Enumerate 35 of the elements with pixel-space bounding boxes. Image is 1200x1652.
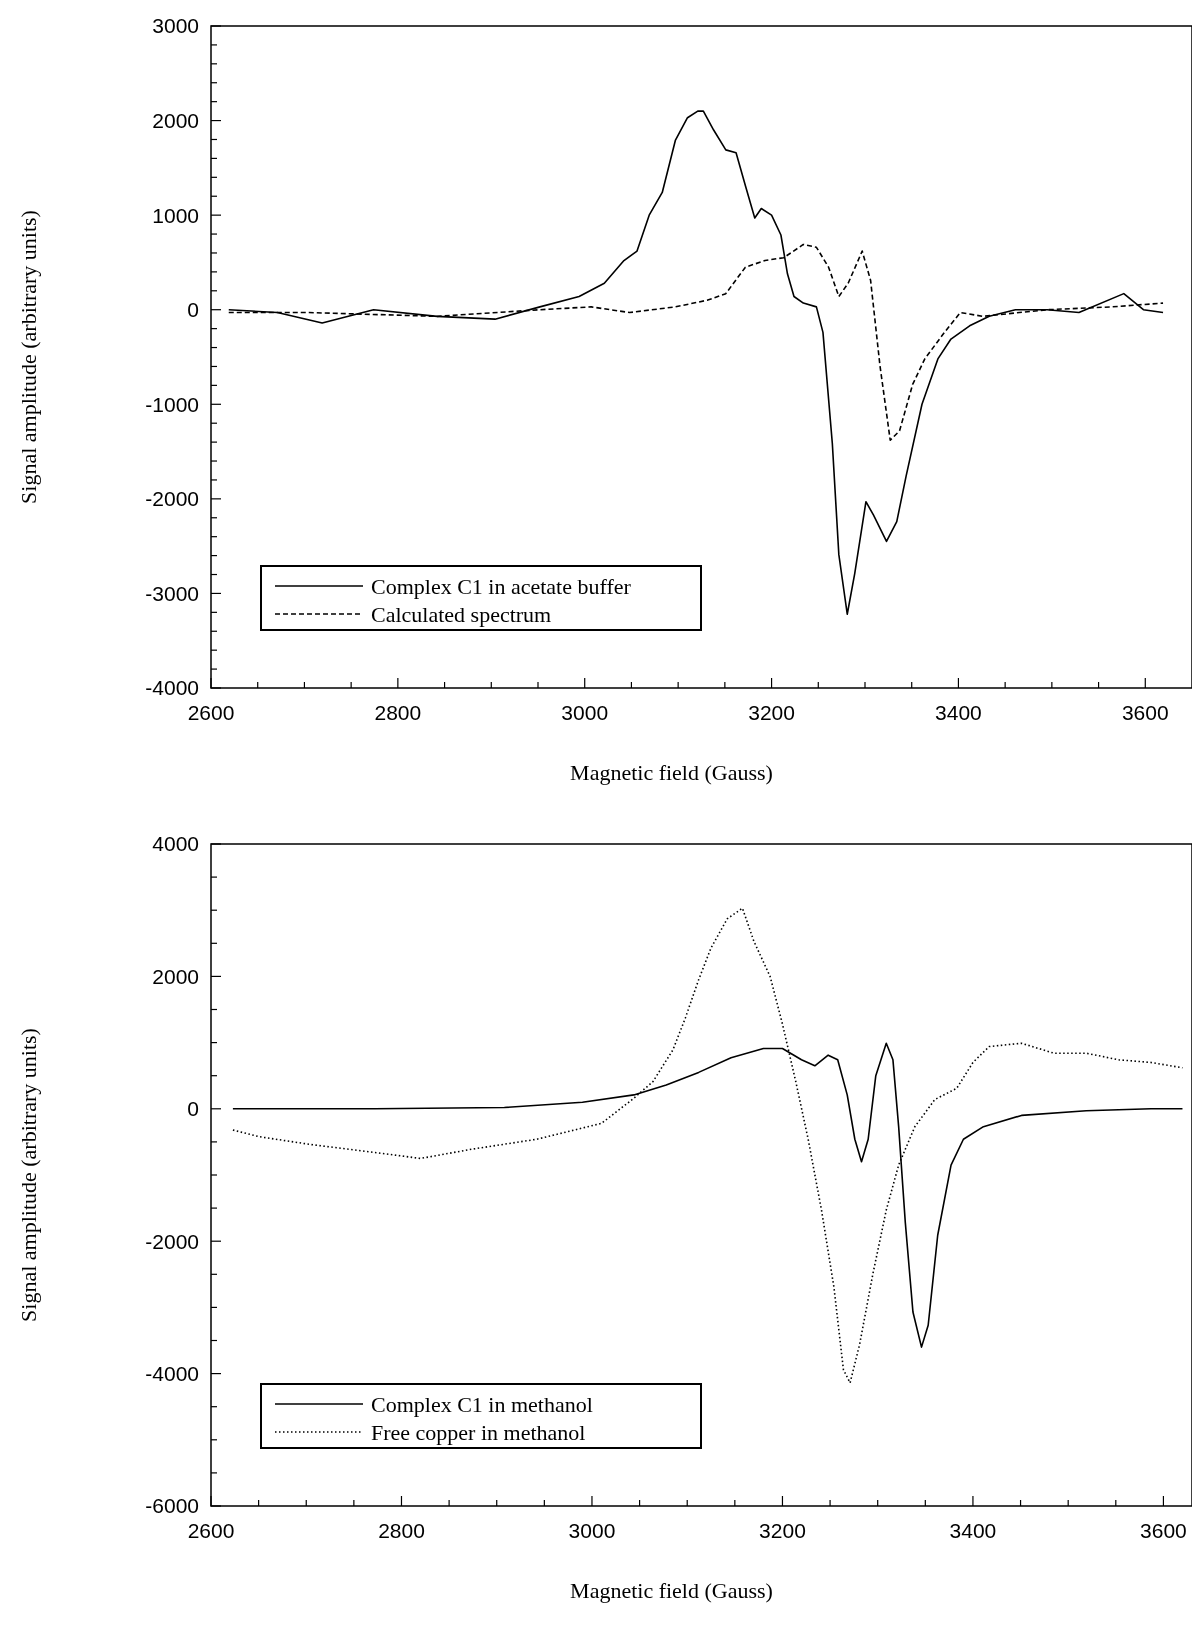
y-tick-label: -6000 (145, 1494, 199, 1518)
y-tick-label: 4000 (152, 832, 199, 856)
x-axis-title: Magnetic field (Gauss) (570, 1578, 773, 1603)
y-tick-label: -3000 (145, 581, 199, 605)
line-series (232, 907, 1184, 1384)
x-tick-label: 2600 (187, 701, 235, 724)
y-tick-label: 0 (187, 298, 199, 322)
y-tick-label: 2000 (152, 108, 199, 132)
x-tick-label: 2600 (187, 1519, 235, 1542)
y-tick-label: 3000 (152, 14, 199, 38)
legend-label: Calculated spectrum (371, 601, 552, 627)
x-tick-label: 3400 (949, 1519, 997, 1542)
x-tick-label: 3400 (935, 701, 982, 724)
x-tick-label: 3200 (748, 701, 795, 724)
legend-label: Free copper in methanol (371, 1419, 586, 1445)
y-axis-title: Signal amplitude (arbitrary units) (16, 1028, 41, 1322)
x-tick-label: 2800 (374, 701, 422, 724)
y-tick-label: 2000 (152, 964, 199, 988)
x-tick-label: 2800 (378, 1519, 425, 1542)
legend-label: Complex C1 in acetate buffer (371, 573, 632, 599)
y-tick-label: -4000 (145, 676, 199, 700)
y-tick-label: -1000 (145, 392, 199, 416)
x-tick-label: 3600 (1140, 1519, 1187, 1542)
y-tick-label: 1000 (152, 203, 199, 227)
x-axis-title: Magnetic field (Gauss) (570, 760, 773, 785)
legend-label: Complex C1 in methanol (371, 1391, 593, 1417)
y-tick-label: 0 (187, 1097, 199, 1121)
x-tick-label: 3600 (1121, 701, 1169, 724)
y-tick-label: -4000 (145, 1361, 199, 1385)
x-tick-label: 3200 (759, 1519, 806, 1542)
y-tick-label: -2000 (145, 487, 199, 511)
y-tick-label: -2000 (145, 1229, 199, 1253)
y-axis-title: Signal amplitude (arbitrary units) (16, 210, 41, 504)
x-tick-label: 3000 (568, 1519, 616, 1542)
x-tick-label: 3000 (561, 701, 609, 724)
